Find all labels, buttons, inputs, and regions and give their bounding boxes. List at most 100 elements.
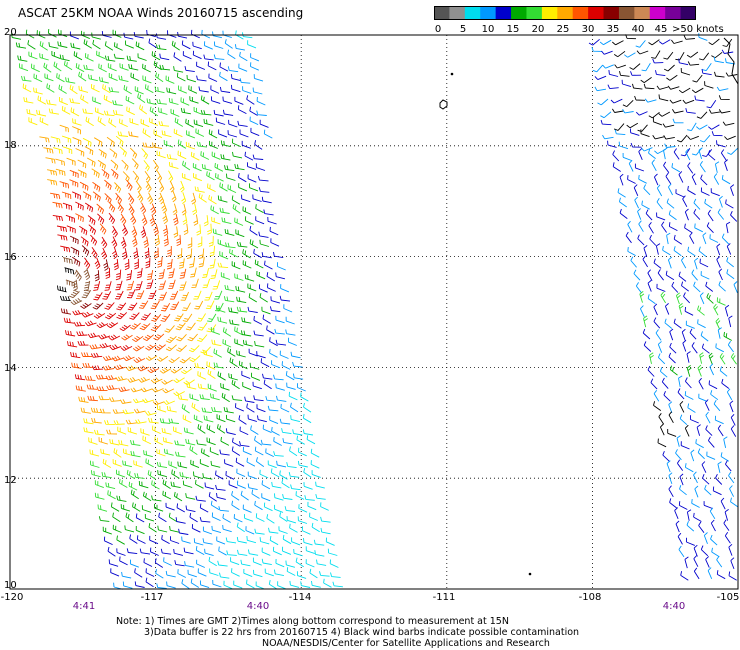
wind-barb	[234, 217, 244, 226]
colorbar-swatch	[434, 6, 450, 20]
wind-barb	[165, 75, 175, 84]
wind-barb	[110, 502, 120, 512]
wind-barb	[231, 446, 241, 456]
wind-barb	[158, 269, 165, 280]
wind-barb	[668, 210, 677, 221]
wind-barb	[267, 460, 277, 469]
wind-barb	[57, 234, 68, 241]
wind-barb	[231, 568, 240, 577]
wind-barb	[216, 414, 226, 423]
wind-barb	[691, 173, 697, 186]
wind-barb	[701, 343, 710, 354]
wind-barb	[634, 163, 645, 172]
wind-barb	[196, 313, 206, 322]
wind-barb	[61, 191, 72, 200]
wind-barb	[708, 380, 718, 390]
wind-barb	[225, 414, 236, 423]
wind-barb	[127, 427, 138, 435]
wind-barb	[130, 450, 141, 458]
wind-barb	[145, 577, 154, 588]
wind-barb	[716, 86, 729, 92]
wind-barb	[237, 105, 247, 115]
wind-barb	[239, 426, 249, 436]
wind-barb	[96, 50, 106, 60]
wind-barb	[142, 334, 154, 341]
wind-barb	[189, 355, 201, 363]
wind-barb	[154, 344, 166, 351]
wind-barb	[142, 75, 152, 84]
wind-barb	[142, 435, 152, 445]
wind-barb	[227, 184, 237, 194]
wind-barb	[669, 342, 677, 354]
wind-barb	[694, 95, 705, 102]
wind-barb	[90, 234, 98, 246]
wind-barb	[207, 183, 216, 193]
wind-barb	[39, 41, 48, 51]
wind-barb	[171, 469, 180, 479]
wind-barb	[157, 256, 163, 268]
wind-barb	[664, 303, 670, 315]
note-line-3: NOAA/NESDIS/Center for Satellite Applica…	[262, 638, 550, 649]
wind-barb	[131, 235, 138, 248]
wind-barb	[178, 528, 189, 535]
wind-barb	[234, 273, 244, 281]
wind-barb	[111, 355, 124, 362]
lat-label-14: 14	[4, 363, 17, 374]
wind-barb	[171, 40, 180, 51]
wind-barb	[215, 470, 224, 480]
coastline	[723, 37, 739, 85]
wind-barb	[186, 74, 197, 83]
wind-barb	[247, 471, 257, 480]
wind-barb	[700, 187, 710, 196]
wind-barb	[94, 429, 105, 436]
wind-barb	[701, 63, 712, 72]
wind-barb	[601, 50, 613, 55]
wind-barb	[210, 500, 220, 510]
wind-barb	[730, 211, 738, 222]
colorbar-swatch	[480, 6, 497, 20]
wind-barb	[238, 415, 247, 425]
wind-barb	[210, 85, 220, 94]
wind-barb	[121, 159, 129, 171]
wind-barb	[652, 58, 664, 64]
wind-barb	[108, 559, 119, 567]
wind-barb	[684, 223, 693, 234]
wind-barb	[247, 306, 258, 313]
wind-barb	[239, 441, 250, 447]
wind-barb	[255, 204, 264, 214]
wind-barb	[323, 578, 332, 588]
wind-barb	[659, 367, 668, 378]
wind-barb	[668, 472, 673, 485]
wind-barb	[237, 480, 246, 489]
wind-barb	[193, 471, 203, 479]
wind-barb	[218, 506, 229, 512]
colorbar-tick-label: 5	[459, 24, 467, 35]
wind-barb	[235, 229, 245, 238]
wind-barb	[245, 526, 255, 535]
wind-barb	[239, 78, 251, 84]
wind-barb	[666, 74, 678, 81]
wind-barb	[700, 271, 710, 280]
wind-barb	[289, 446, 298, 457]
wind-barb	[77, 341, 89, 346]
wind-barb	[220, 436, 230, 446]
wind-barb	[210, 269, 218, 279]
wind-barb	[208, 129, 218, 139]
wind-barb	[242, 206, 252, 215]
wind-barb	[236, 522, 245, 533]
wind-barb	[191, 278, 199, 289]
wind-barb	[728, 315, 733, 328]
wind-barb	[711, 131, 723, 137]
wind-barb	[298, 447, 307, 457]
wind-barb	[253, 330, 264, 337]
wind-barb	[208, 140, 218, 149]
wind-barb	[155, 33, 167, 40]
wind-barb	[145, 568, 155, 577]
wind-barb	[280, 403, 290, 413]
wind-barb	[72, 279, 78, 292]
wind-barb	[184, 66, 195, 73]
speed-colorbar: 0 5 10 15 20 25 30 35 40 45 >50 knots	[434, 5, 724, 35]
wind-barb	[207, 61, 217, 71]
wind-barb	[141, 505, 152, 513]
wind-barb	[251, 372, 261, 381]
